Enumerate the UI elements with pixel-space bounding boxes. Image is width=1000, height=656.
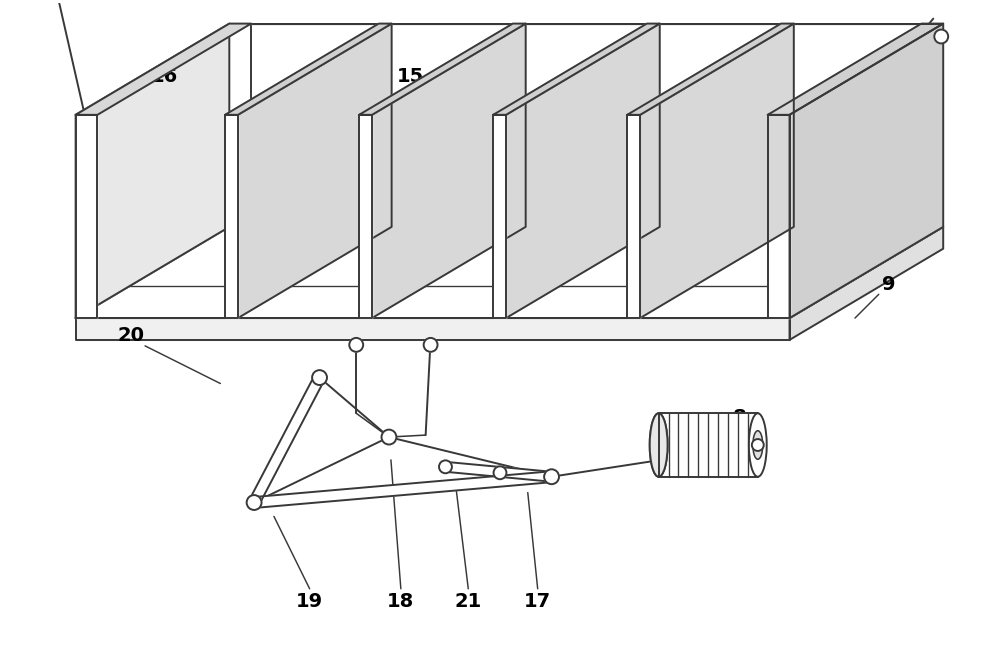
- Ellipse shape: [654, 431, 664, 459]
- Polygon shape: [640, 24, 794, 318]
- Circle shape: [349, 338, 363, 352]
- Text: 16: 16: [151, 67, 178, 86]
- Polygon shape: [359, 24, 526, 115]
- Circle shape: [494, 466, 506, 480]
- Text: 15: 15: [397, 67, 424, 86]
- Text: 8: 8: [733, 408, 747, 427]
- Circle shape: [934, 30, 948, 43]
- Circle shape: [247, 495, 262, 510]
- Polygon shape: [251, 24, 921, 227]
- Polygon shape: [225, 24, 392, 115]
- Text: 20: 20: [118, 327, 145, 346]
- Ellipse shape: [650, 413, 668, 477]
- Text: 17: 17: [524, 592, 551, 611]
- Circle shape: [544, 469, 559, 484]
- Polygon shape: [254, 471, 552, 508]
- Polygon shape: [768, 115, 790, 318]
- Ellipse shape: [753, 431, 763, 459]
- Polygon shape: [372, 24, 526, 318]
- Polygon shape: [445, 462, 552, 482]
- Polygon shape: [225, 115, 238, 318]
- Polygon shape: [493, 24, 660, 115]
- Polygon shape: [76, 24, 229, 318]
- Circle shape: [312, 370, 327, 385]
- Ellipse shape: [749, 413, 767, 477]
- Polygon shape: [506, 24, 660, 318]
- Polygon shape: [790, 24, 943, 318]
- Polygon shape: [359, 115, 372, 318]
- Polygon shape: [249, 375, 324, 505]
- Polygon shape: [76, 24, 251, 115]
- Polygon shape: [768, 24, 943, 115]
- Polygon shape: [659, 413, 758, 477]
- Polygon shape: [76, 227, 943, 318]
- Polygon shape: [76, 115, 97, 318]
- Text: 21: 21: [455, 592, 482, 611]
- Polygon shape: [76, 318, 790, 340]
- Polygon shape: [493, 115, 506, 318]
- Circle shape: [382, 430, 396, 445]
- Polygon shape: [790, 227, 943, 340]
- Polygon shape: [627, 24, 794, 115]
- Ellipse shape: [650, 413, 668, 477]
- Polygon shape: [238, 24, 392, 318]
- Text: 19: 19: [296, 592, 323, 611]
- Text: 9: 9: [882, 275, 895, 294]
- Circle shape: [439, 461, 452, 473]
- Circle shape: [424, 338, 438, 352]
- Text: 18: 18: [387, 592, 414, 611]
- Circle shape: [752, 439, 764, 451]
- Polygon shape: [627, 115, 640, 318]
